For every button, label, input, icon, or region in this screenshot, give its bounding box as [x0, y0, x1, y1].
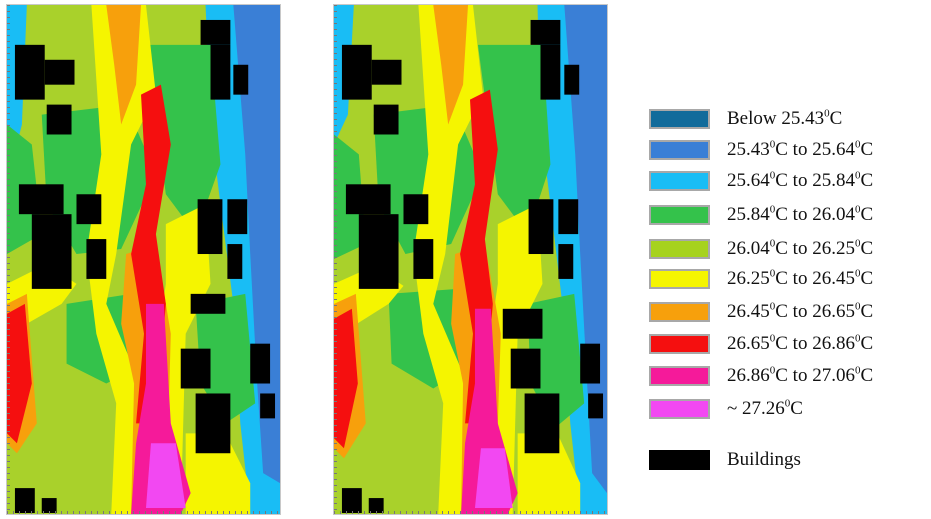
tick-marks-left [7, 5, 10, 514]
legend-label: 25.640C to 25.840C [727, 169, 874, 191]
legend-label: Buildings [727, 449, 801, 470]
legend-item: Below 25.430C [649, 108, 842, 130]
legend-swatch [649, 334, 710, 354]
tick-marks-bottom [7, 511, 280, 514]
tick-marks-bottom [334, 511, 607, 514]
legend-item: Buildings [649, 449, 801, 471]
legend-label: 26.040C to 26.250C [727, 237, 874, 259]
legend-label: 26.650C to 26.860C [727, 332, 874, 354]
legend-swatch [649, 302, 710, 322]
tick-marks-left [334, 5, 337, 514]
legend-item: 25.430C to 25.640C [649, 139, 873, 161]
legend-item: 26.040C to 26.250C [649, 238, 873, 260]
legend-label: Below 25.430C [727, 107, 843, 129]
legend-swatch [649, 366, 710, 386]
legend-label: 26.450C to 26.650C [727, 300, 874, 322]
legend-swatch [649, 450, 710, 470]
legend-item: 26.450C to 26.650C [649, 301, 873, 323]
legend-item: 25.840C to 26.040C [649, 204, 873, 226]
legend-item: 25.640C to 25.840C [649, 170, 873, 192]
legend-label: 26.860C to 27.060C [727, 364, 874, 386]
temperature-field [7, 5, 280, 514]
legend-label: ~ 27.260C [727, 397, 803, 419]
legend-swatch [649, 239, 710, 259]
legend-swatch [649, 140, 710, 160]
temperature-field [334, 5, 607, 514]
legend-swatch [649, 171, 710, 191]
legend-item: 26.650C to 26.860C [649, 333, 873, 355]
legend-item: 26.250C to 26.450C [649, 268, 873, 290]
left-temperature-map [6, 4, 281, 515]
legend-swatch [649, 399, 710, 419]
legend-label: 25.840C to 26.040C [727, 203, 874, 225]
legend-item: ~ 27.260C [649, 398, 803, 420]
legend-item: 26.860C to 27.060C [649, 365, 873, 387]
legend-label: 25.430C to 25.640C [727, 138, 874, 160]
legend-label: 26.250C to 26.450C [727, 267, 874, 289]
legend-swatch [649, 109, 710, 129]
legend-swatch [649, 269, 710, 289]
legend-swatch [649, 205, 710, 225]
right-temperature-map [333, 4, 608, 515]
